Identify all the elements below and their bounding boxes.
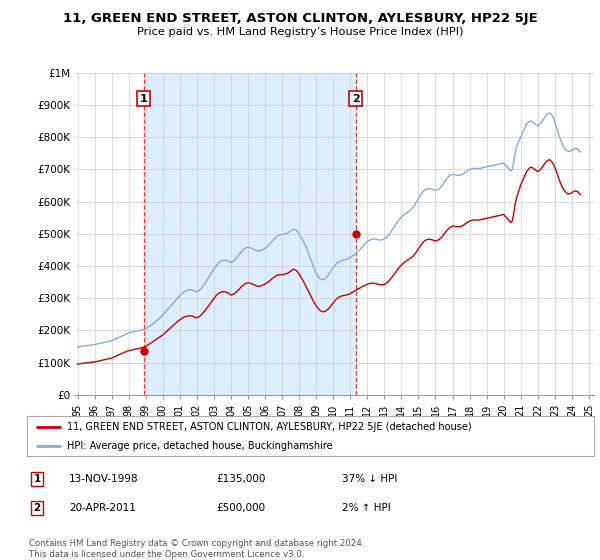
Text: 2% ↑ HPI: 2% ↑ HPI xyxy=(342,503,391,513)
Text: 20-APR-2011: 20-APR-2011 xyxy=(69,503,136,513)
Text: 11, GREEN END STREET, ASTON CLINTON, AYLESBURY, HP22 5JE: 11, GREEN END STREET, ASTON CLINTON, AYL… xyxy=(62,12,538,25)
Text: 11, GREEN END STREET, ASTON CLINTON, AYLESBURY, HP22 5JE (detached house): 11, GREEN END STREET, ASTON CLINTON, AYL… xyxy=(67,422,472,432)
Text: Contains HM Land Registry data © Crown copyright and database right 2024.
This d: Contains HM Land Registry data © Crown c… xyxy=(29,539,364,559)
Text: 1: 1 xyxy=(34,474,41,484)
Text: £135,000: £135,000 xyxy=(216,474,265,484)
Text: 2: 2 xyxy=(34,503,41,513)
Text: 37% ↓ HPI: 37% ↓ HPI xyxy=(342,474,397,484)
Text: 13-NOV-1998: 13-NOV-1998 xyxy=(69,474,139,484)
Text: 1: 1 xyxy=(140,94,148,104)
Text: HPI: Average price, detached house, Buckinghamshire: HPI: Average price, detached house, Buck… xyxy=(67,441,332,450)
Text: 2: 2 xyxy=(352,94,359,104)
Text: Price paid vs. HM Land Registry’s House Price Index (HPI): Price paid vs. HM Land Registry’s House … xyxy=(137,27,463,37)
Text: £500,000: £500,000 xyxy=(216,503,265,513)
Bar xyxy=(143,73,356,395)
